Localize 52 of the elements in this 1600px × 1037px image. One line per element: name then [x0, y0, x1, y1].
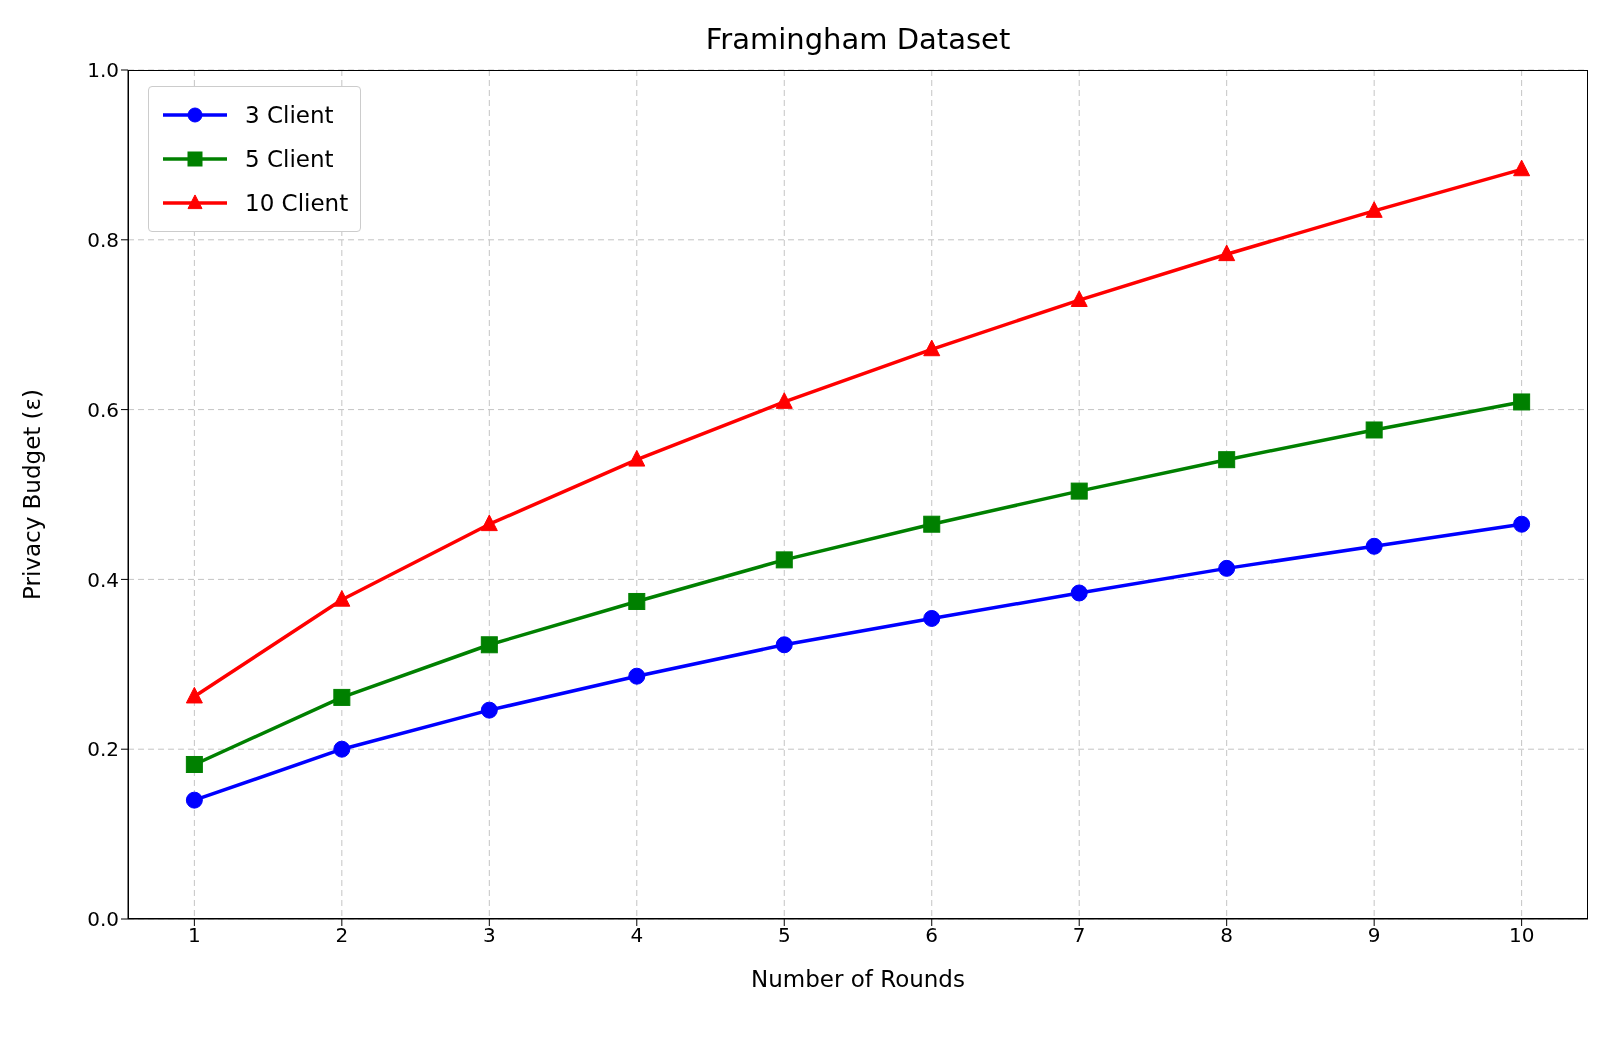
- point: [333, 688, 351, 706]
- point: [480, 701, 498, 719]
- point: [628, 449, 646, 467]
- legend-label: 10 Client: [245, 190, 349, 216]
- y-tick-label: 1.0: [87, 58, 119, 83]
- point: [1513, 159, 1531, 177]
- point: [480, 514, 498, 532]
- point: [775, 636, 793, 654]
- point: [1218, 451, 1236, 469]
- chart-title: Framingham Dataset: [704, 22, 1012, 56]
- point: [1070, 482, 1088, 500]
- y-axis-title: Privacy Budget (ε): [19, 389, 46, 600]
- point: [775, 392, 793, 409]
- point: [1218, 244, 1236, 262]
- x-tick-label: 6: [925, 923, 939, 948]
- point: [923, 339, 941, 357]
- point: [1365, 201, 1383, 218]
- x-axis-title: Number of Rounds: [751, 966, 965, 992]
- y-tick-label: 0.6: [87, 397, 119, 422]
- point: [775, 551, 793, 569]
- point: [185, 755, 203, 773]
- x-tick-label: 8: [1220, 923, 1234, 948]
- x-tick-label: 1: [188, 923, 201, 948]
- point: [333, 590, 351, 607]
- point: [1218, 559, 1236, 577]
- x-tick-label: 7: [1072, 923, 1086, 948]
- y-tick-label: 0.8: [87, 227, 119, 252]
- legend-label: 3 Client: [245, 102, 334, 128]
- point: [185, 791, 203, 809]
- x-tick-label: 4: [630, 923, 644, 948]
- point: [1365, 537, 1383, 555]
- legend-label: 5 Client: [245, 146, 334, 172]
- point: [1513, 393, 1531, 411]
- point: [1513, 515, 1531, 533]
- point: [185, 686, 203, 704]
- point: [333, 740, 351, 758]
- point: [628, 667, 646, 685]
- point: [1070, 584, 1088, 602]
- point: [1365, 421, 1383, 439]
- y-tick-label: 0.4: [87, 567, 119, 592]
- point: [923, 609, 941, 627]
- x-tick-label: 5: [777, 923, 791, 948]
- point: [1070, 290, 1088, 307]
- x-tick-label: 10: [1508, 923, 1535, 948]
- x-tick-label: 9: [1367, 923, 1381, 948]
- point: [480, 636, 498, 654]
- y-tick-label: 0.0: [87, 907, 119, 932]
- y-tick-label: 0.2: [87, 737, 119, 762]
- x-tick-label: 3: [482, 923, 496, 948]
- x-tick-label: 2: [335, 923, 349, 948]
- point: [628, 592, 646, 610]
- point: [923, 515, 941, 533]
